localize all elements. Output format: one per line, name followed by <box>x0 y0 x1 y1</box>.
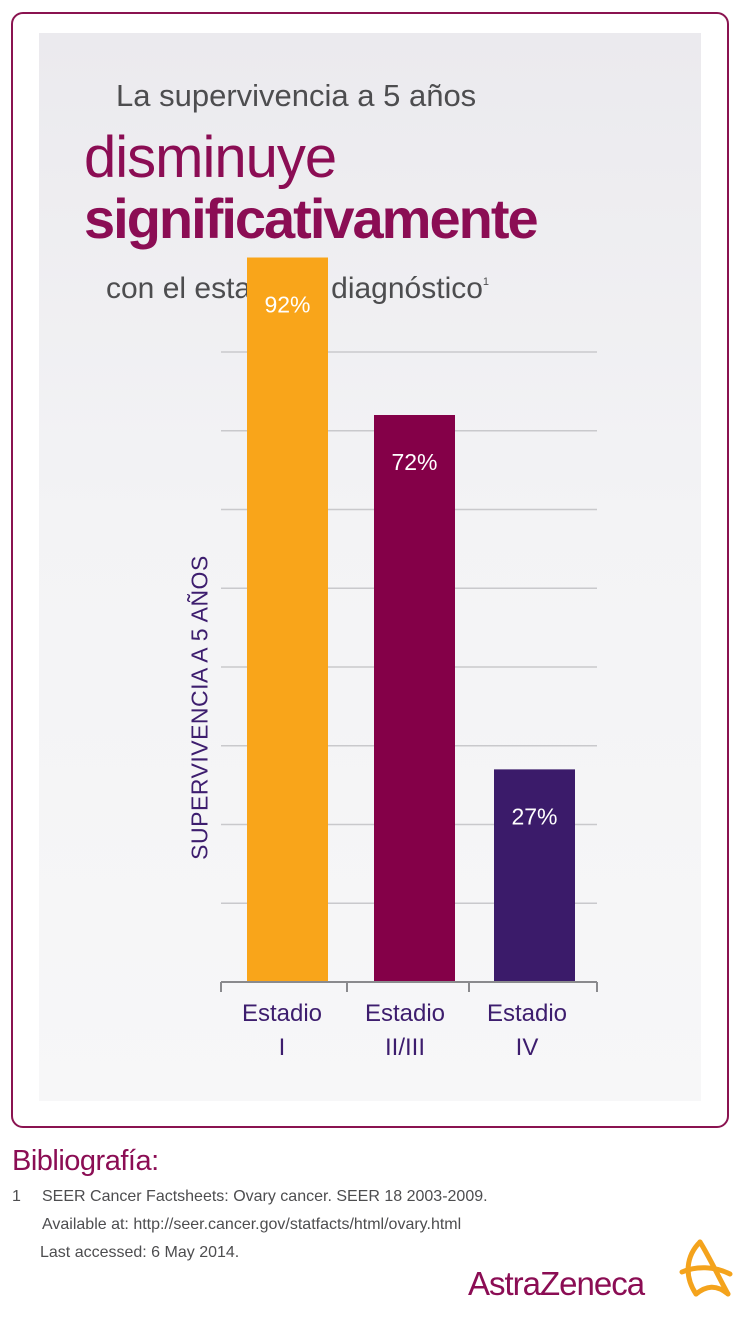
reference-line-2: Available at: http://seer.cancer.gov/sta… <box>42 1216 462 1233</box>
data-label-2: 72% <box>391 449 437 475</box>
x-tick-label-3-line-1: Estadio <box>487 1000 567 1027</box>
x-tick-label-1-line-2: I <box>279 1034 286 1061</box>
reference-line-1: SEER Cancer Factsheets: Ovary cancer. SE… <box>42 1188 488 1205</box>
x-tick-label-2-line-2: II/III <box>385 1034 425 1061</box>
reference-number: 1 <box>12 1188 21 1205</box>
astrazeneca-logo-icon <box>679 1239 733 1297</box>
title-line-1: La supervivencia a 5 años <box>116 78 477 113</box>
bar-2 <box>374 415 455 982</box>
astrazeneca-logo-text: AstraZeneca <box>468 1265 645 1302</box>
data-label-1: 92% <box>264 292 310 318</box>
bar-3 <box>494 769 575 982</box>
title-line-3: significativamente <box>84 187 539 250</box>
footnote-mark: 1 <box>482 276 490 288</box>
data-label-3: 27% <box>511 803 557 829</box>
reference-line-3: Last accessed: 6 May 2014. <box>40 1244 240 1261</box>
chart-panel <box>39 33 701 1101</box>
bar-1 <box>247 257 328 982</box>
title-line-2: disminuye <box>84 125 337 190</box>
x-tick-label-1-line-1: Estadio <box>242 1000 322 1027</box>
bibliography-title: Bibliografía: <box>12 1145 159 1177</box>
y-axis-label: SUPERVIVENCIA A 5 AÑOS <box>186 555 213 860</box>
x-tick-label-3-line-2: IV <box>516 1034 539 1061</box>
x-tick-label-2-line-1: Estadio <box>365 1000 445 1027</box>
